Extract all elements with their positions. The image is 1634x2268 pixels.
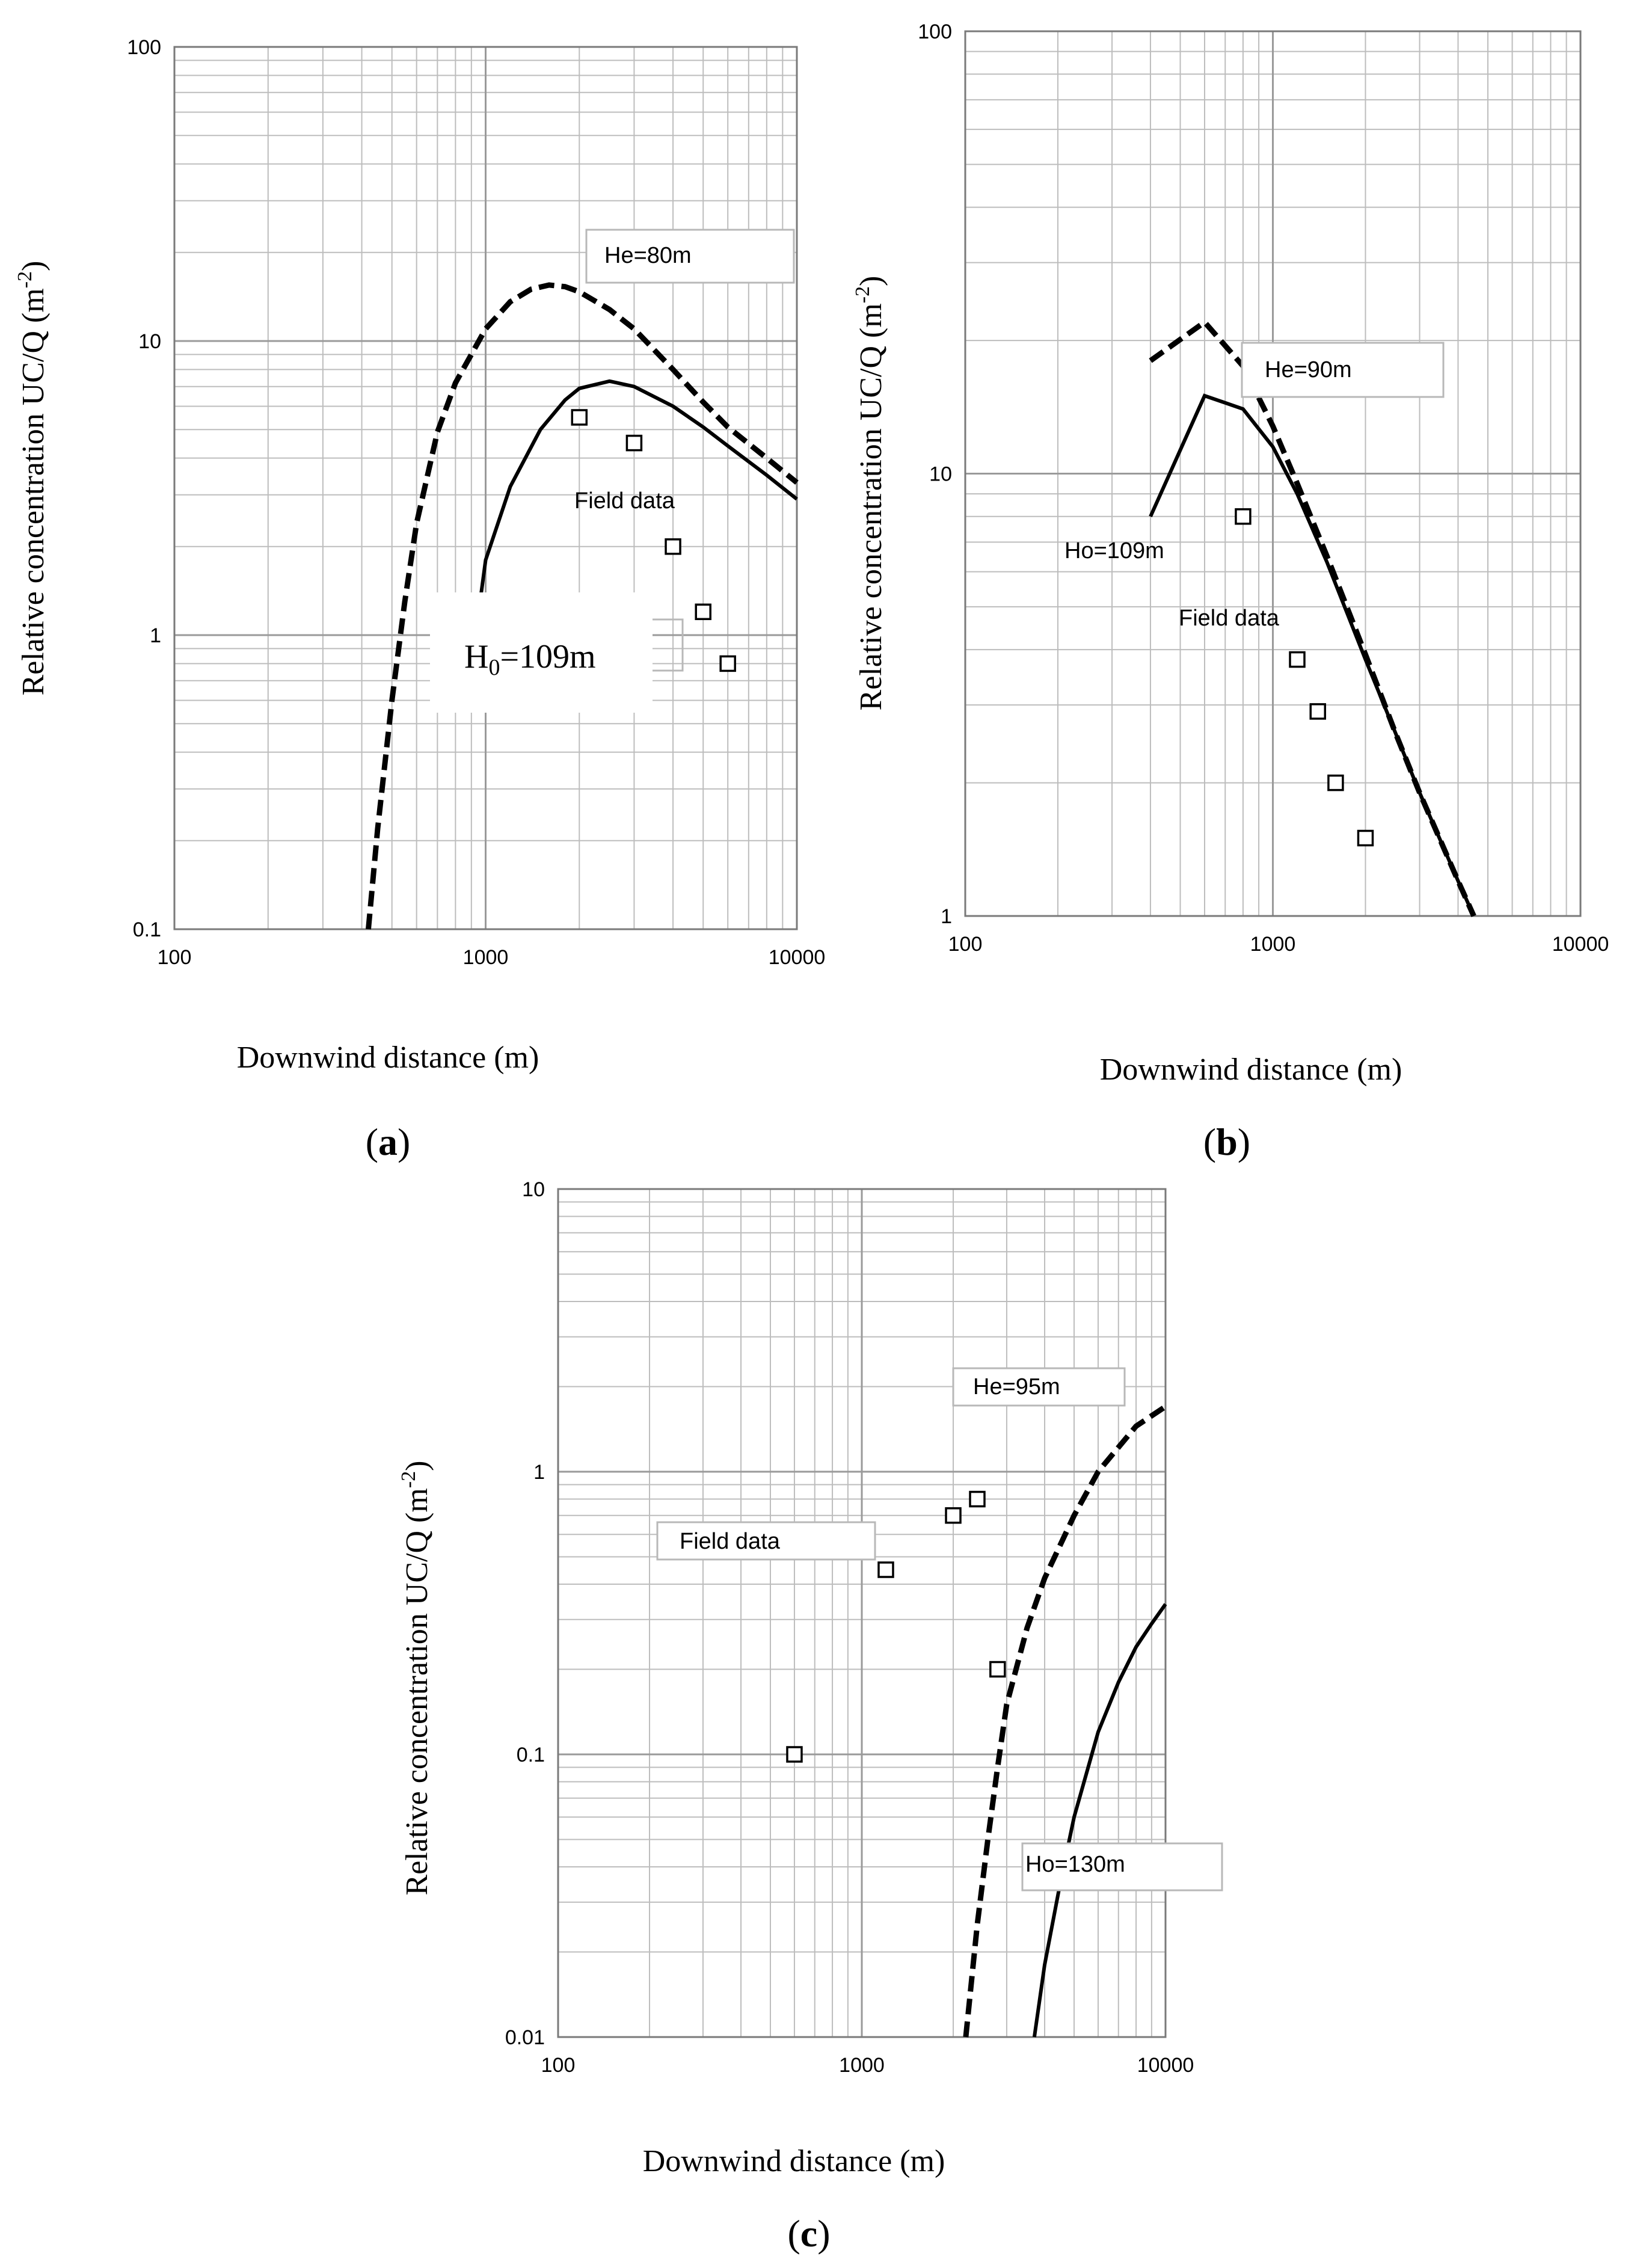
panel-a-field-data-point xyxy=(625,434,643,452)
panel-a-field-data-point xyxy=(695,603,711,621)
panel-b-field-data-point xyxy=(1289,651,1306,668)
panel-b-field-data-point xyxy=(1235,508,1252,525)
panel-c-caption-label: (c) xyxy=(787,2212,830,2255)
panel-c: 100 1000 10000 0.01 0.1 1 10 He=95m Field data… xyxy=(398,1178,1223,2255)
panel-b-field-data-point xyxy=(1309,703,1326,720)
panel-c-y-tick-label: 1 xyxy=(533,1461,545,1484)
panel-c-series-he-95m xyxy=(963,1404,1167,2038)
panel-b-x-tick-label: 1000 xyxy=(1250,933,1296,956)
panel-b: 100 1000 10000 1 10 100 He=90m Ho=109m Field … xyxy=(852,20,1609,1163)
panel-b-caption-letter: b xyxy=(1216,1120,1238,1163)
panel-c-series xyxy=(786,1404,1167,2038)
panel-a-x-tick-label: 10000 xyxy=(769,946,826,969)
panel-c-grid xyxy=(557,1188,1167,2038)
panel-b-grid xyxy=(964,30,1582,917)
panel-b-field-data-point xyxy=(1327,774,1344,791)
panel-c-ticks: 100 1000 10000 0.01 0.1 1 10 xyxy=(505,1178,1194,2077)
panel-c-ho-label: Ho=130m xyxy=(1025,1852,1125,1877)
panel-b-x-axis-title: Downwind distance (m) xyxy=(1100,1053,1402,1087)
panel-b-ho-label: Ho=109m xyxy=(1064,538,1164,564)
panel-a-series-h0-109m xyxy=(477,379,798,612)
panel-b-x-tick-label: 100 xyxy=(948,933,983,956)
panel-a-field-data-point xyxy=(665,538,681,555)
panel-c-ho-label-box xyxy=(1021,1842,1223,1892)
panel-b-field-data-label: Field data xyxy=(1179,606,1280,631)
panel-a-x-tick-label: 1000 xyxy=(463,946,509,969)
panel-b-caption-label: (b) xyxy=(1203,1120,1250,1163)
panel-b-he-label: He=90m xyxy=(1265,357,1352,383)
panel-b-ticks: 100 1000 10000 1 10 100 xyxy=(918,20,1609,956)
panel-a-y-tick-label: 10 xyxy=(138,330,161,353)
panel-c-y-tick-label: 0.1 xyxy=(517,1744,545,1766)
panel-b-he-label-box xyxy=(1241,342,1445,398)
panel-b-y-axis-title: Relative concentration UC/Q (m-2) xyxy=(852,276,888,711)
panel-b-series-ho-109m xyxy=(1149,393,1476,917)
panel-c-plot-area xyxy=(557,1188,1167,2038)
panel-a-plot-area xyxy=(173,46,798,930)
panel-c-he-label: He=95m xyxy=(973,1374,1060,1400)
panel-c-series-ho-130m xyxy=(1032,1603,1167,2038)
panel-a-series-he-80m xyxy=(366,282,799,930)
panel-b-series xyxy=(1149,318,1476,917)
panel-a-y-axis-title: Relative concentration UC/Q (m-2) xyxy=(14,261,51,696)
panel-c-x-axis-title: Downwind distance (m) xyxy=(643,2144,945,2178)
panel-a-h0-label: H0=109m xyxy=(464,638,596,680)
panel-c-x-tick-label: 1000 xyxy=(839,2054,885,2077)
panel-a-x-axis-title: Downwind distance (m) xyxy=(237,1040,539,1075)
panel-c-x-tick-label: 100 xyxy=(541,2054,576,2077)
panel-a-y-tick-label: 1 xyxy=(150,624,161,647)
panel-c-he-label-box xyxy=(952,1367,1126,1407)
panel-a-h0-label-box xyxy=(430,592,653,713)
panel-c-field-data-point xyxy=(877,1561,894,1578)
panel-c-caption-letter: c xyxy=(800,2212,817,2255)
panel-c-field-data-point xyxy=(786,1746,803,1763)
panel-c-field-data-label: Field data xyxy=(680,1529,781,1554)
panel-a-field-data-point xyxy=(571,409,588,426)
panel-b-y-tick-label: 1 xyxy=(941,905,952,928)
panel-c-field-data-point xyxy=(945,1507,962,1524)
panel-b-field-data-point xyxy=(1357,829,1374,847)
panel-a-he-label: He=80m xyxy=(604,243,692,268)
panel-a-x-tick-label: 100 xyxy=(158,946,192,969)
panel-b-y-tick-label: 10 xyxy=(929,463,952,486)
panel-a-y-tick-label: 0.1 xyxy=(133,918,161,941)
panel-a-series xyxy=(366,282,799,930)
panel-a-caption-label: (a) xyxy=(366,1120,411,1163)
panel-b-x-tick-label: 10000 xyxy=(1552,933,1609,956)
panel-c-y-tick-label: 0.01 xyxy=(505,2026,545,2049)
panel-b-y-tick-label: 100 xyxy=(918,20,952,43)
panel-a-h0-box-bracket xyxy=(653,618,684,672)
panel-c-y-tick-label: 10 xyxy=(522,1178,545,1201)
panel-c-field-data-box xyxy=(656,1521,876,1561)
panel-b-plot-area xyxy=(964,30,1582,917)
panel-a-ticks: 100 1000 10000 0.1 1 10 100 xyxy=(127,36,825,969)
panel-a-caption-letter: a xyxy=(378,1120,398,1163)
panel-c-field-data-point xyxy=(969,1490,986,1508)
panel-c-x-tick-label: 10000 xyxy=(1137,2054,1194,2077)
panel-c-field-data-point xyxy=(989,1661,1006,1678)
panel-a-y-tick-label: 100 xyxy=(127,36,161,59)
panel-a-field-data-point xyxy=(719,655,736,672)
panel-a-he-label-box xyxy=(585,229,795,284)
panel-a-grid xyxy=(173,46,798,930)
panel-c-y-axis-title: Relative concentration UC/Q (m-2) xyxy=(398,1461,434,1896)
panel-a-field-data-label: Field data xyxy=(574,488,675,514)
